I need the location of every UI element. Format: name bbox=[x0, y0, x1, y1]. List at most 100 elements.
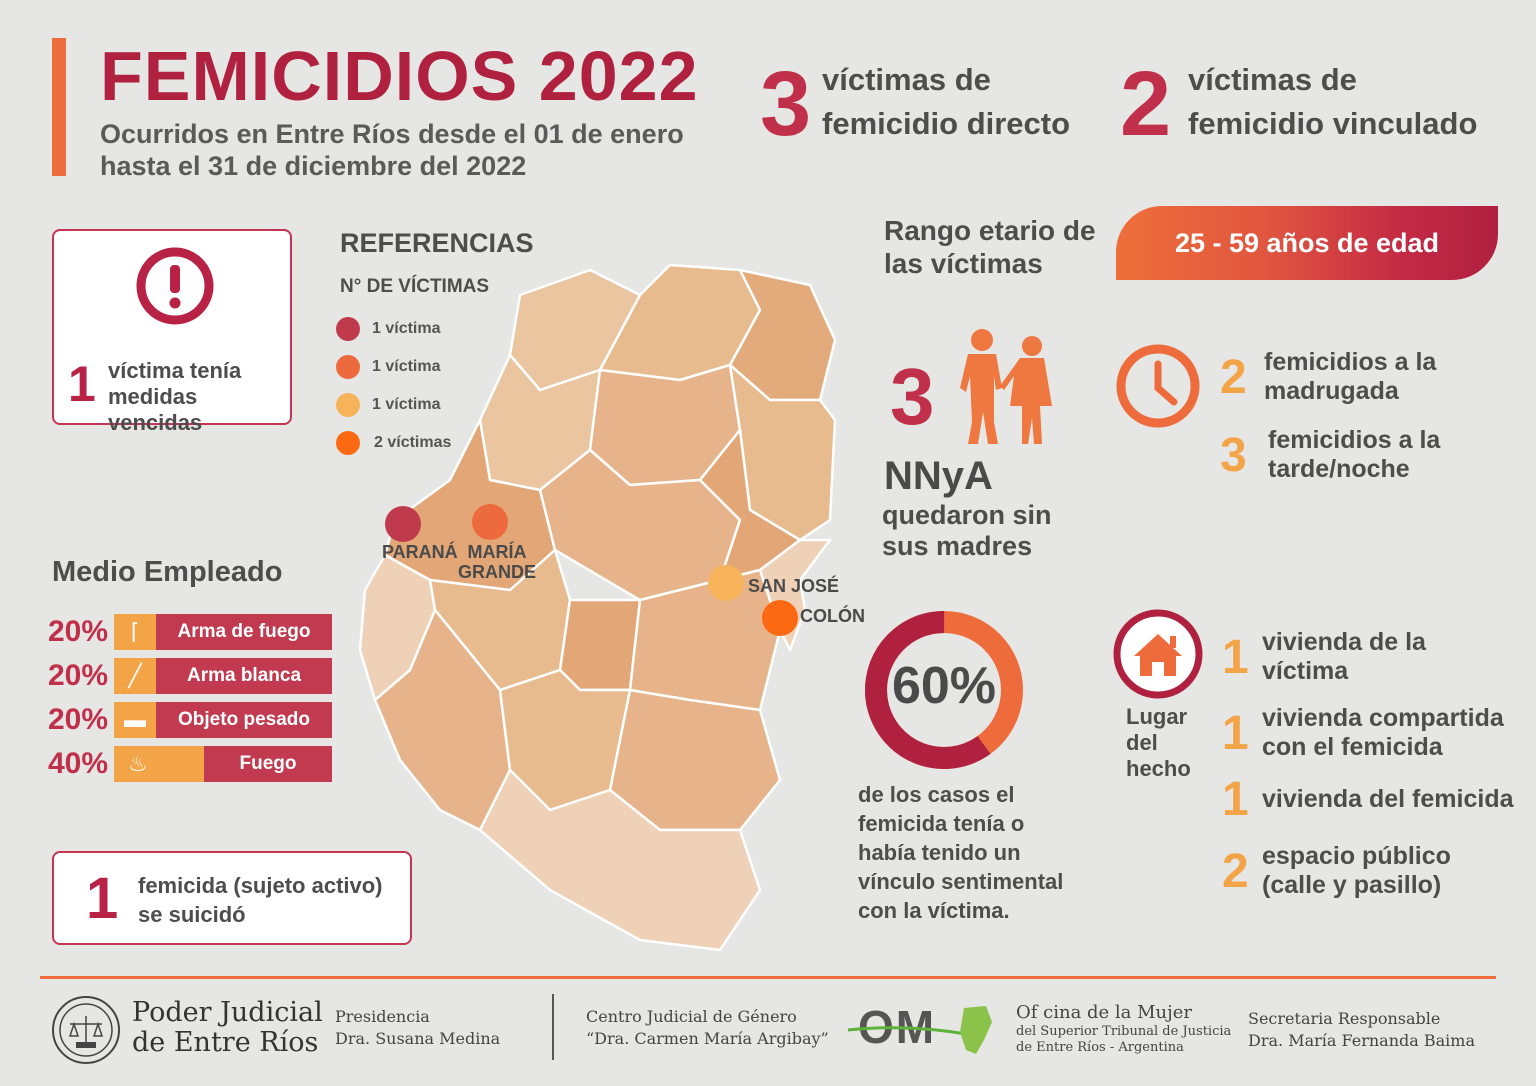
clock-icon bbox=[1116, 344, 1200, 428]
reference-item: 1 víctima bbox=[336, 348, 451, 386]
footer-office-line-3: de Entre Ríos - Argentina bbox=[1016, 1040, 1184, 1055]
medio-title: Medio Empleado bbox=[52, 556, 283, 588]
footer-sec-line-2: Dra. María Fernanda Baima bbox=[1248, 1031, 1475, 1050]
suicide-box: 1 femicida (sujeto activo) se suicidó bbox=[52, 851, 412, 945]
place-item-espacio-publico: 2 espacio público (calle y pasillo) bbox=[1222, 842, 1451, 900]
city-label-san-jose: SAN JOSÉ bbox=[748, 576, 840, 596]
suicide-text: femicida (sujeto activo) se suicidó bbox=[138, 871, 383, 929]
age-range-badge: 25 - 59 años de edad bbox=[1116, 206, 1498, 280]
children-text: quedaron sin sus madres bbox=[882, 500, 1052, 562]
medio-bar: ⌈ Arma de fuego bbox=[114, 614, 332, 650]
place-line-1: vivienda del femicida bbox=[1262, 785, 1514, 813]
place-label-line-3: hecho bbox=[1126, 756, 1191, 781]
relationship-line-3: había tenido un bbox=[858, 840, 1021, 865]
age-label-line-2: las víctimas bbox=[884, 248, 1043, 279]
house-icon bbox=[1113, 609, 1203, 699]
reference-dot bbox=[336, 355, 360, 379]
expired-measures-text: víctima tenía medidas vencidas bbox=[108, 358, 290, 436]
time-item-tarde-noche: 3 femicidios a la tarde/noche bbox=[1220, 426, 1440, 484]
age-label: Rango etario de las víctimas bbox=[884, 214, 1096, 280]
bone-icon: ▬ bbox=[114, 702, 156, 738]
medio-item-arma-de-fuego: 20% ⌈ Arma de fuego bbox=[48, 610, 332, 654]
knife-icon: ╱ bbox=[114, 658, 156, 694]
relationship-line-1: de los casos el bbox=[858, 782, 1015, 807]
place-text: vivienda compartida con el femicida bbox=[1262, 704, 1504, 762]
place-item-vivienda-femicida: 1 vivienda del femicida bbox=[1222, 772, 1514, 827]
footer-divider bbox=[40, 976, 1496, 979]
expired-measures-number: 1 bbox=[68, 356, 96, 412]
city-label-parana: PARANÁ bbox=[382, 542, 458, 562]
footer-org-line-1: Poder Judicial bbox=[132, 997, 323, 1028]
footer-separator bbox=[552, 994, 554, 1060]
om-logo-icon bbox=[847, 1006, 992, 1054]
footer-pres-line-1: Presidencia bbox=[335, 1007, 430, 1026]
page-title: FEMICIDIOS 2022 bbox=[100, 37, 699, 115]
medio-label: Fuego bbox=[239, 753, 297, 774]
subtitle-line-2: hasta el 31 de diciembre del 2022 bbox=[100, 151, 527, 181]
footer-office-line-1: Of cina de la Mujer bbox=[1016, 1002, 1192, 1023]
direct-victims-line-1: víctimas de bbox=[822, 62, 991, 97]
linked-victims-number: 2 bbox=[1120, 53, 1172, 155]
time-text: femicidios a la madrugada bbox=[1264, 348, 1436, 406]
medio-bar: ╱ Arma blanca bbox=[114, 658, 332, 694]
place-line-2: con el femicida bbox=[1262, 733, 1443, 761]
footer-org-name: Poder Judicial de Entre Ríos bbox=[132, 998, 323, 1058]
medio-bar: ▬ Objeto pesado bbox=[114, 702, 332, 738]
time-line-2: madrugada bbox=[1264, 377, 1399, 405]
reference-dot bbox=[336, 317, 360, 341]
map-dot-san-jose bbox=[708, 565, 744, 601]
relationship-line-4: vínculo sentimental bbox=[858, 869, 1064, 894]
place-line-1: espacio público bbox=[1262, 842, 1451, 870]
reference-item: 2 víctimas bbox=[336, 424, 451, 462]
time-number: 3 bbox=[1220, 428, 1247, 482]
time-item-madrugada: 2 femicidios a la madrugada bbox=[1220, 348, 1436, 406]
subtitle-line-1: Ocurridos en Entre Ríos desde el 01 de e… bbox=[100, 119, 684, 149]
medio-label: Objeto pesado bbox=[178, 709, 310, 730]
place-item-vivienda-compartida: 1 vivienda compartida con el femicida bbox=[1222, 704, 1504, 762]
place-line-1: vivienda compartida bbox=[1262, 704, 1504, 732]
relationship-line-5: con la víctima. bbox=[858, 898, 1010, 923]
city-label-maria-grande-line-1: MARÍA bbox=[467, 542, 527, 562]
city-label-maria-grande: MARÍA GRANDE bbox=[458, 542, 536, 582]
page-subtitle: Ocurridos en Entre Ríos desde el 01 de e… bbox=[100, 118, 720, 182]
place-line-1: vivienda de la bbox=[1262, 628, 1426, 656]
relationship-percent: 60% bbox=[891, 657, 997, 715]
reference-dot bbox=[336, 431, 360, 455]
reference-item: 1 víctima bbox=[336, 386, 451, 424]
expired-measures-line-2: medidas vencidas bbox=[108, 384, 203, 435]
linked-victims-text: víctimas de femicidio vinculado bbox=[1188, 58, 1477, 146]
place-line-2: víctima bbox=[1262, 657, 1349, 685]
footer-center-line-2: “Dra. Carmen María Argibay” bbox=[586, 1029, 829, 1048]
title-accent-bar bbox=[52, 38, 66, 176]
expired-measures-line-1: víctima tenía bbox=[108, 358, 242, 383]
relationship-line-2: femicida tenía o bbox=[858, 811, 1025, 836]
map-department-tala bbox=[558, 598, 642, 692]
reference-label: 1 víctima bbox=[372, 396, 441, 413]
reference-item: 1 víctima bbox=[336, 310, 451, 348]
reference-dot bbox=[336, 393, 360, 417]
linked-victims-line-1: víctimas de bbox=[1188, 62, 1357, 97]
alert-icon bbox=[136, 247, 214, 325]
medio-pct: 20% bbox=[48, 703, 109, 736]
place-number: 2 bbox=[1222, 844, 1249, 898]
children-line-1: quedaron sin bbox=[882, 500, 1052, 530]
footer-center: Centro Judicial de Género “Dra. Carmen M… bbox=[586, 1006, 829, 1050]
place-label-line-2: del bbox=[1126, 730, 1158, 755]
time-line-2: tarde/noche bbox=[1268, 455, 1410, 483]
time-number: 2 bbox=[1220, 350, 1247, 404]
medio-label: Arma blanca bbox=[186, 665, 302, 686]
children-line-2: sus madres bbox=[882, 531, 1033, 561]
time-line-1: femicidios a la bbox=[1268, 426, 1441, 454]
reference-label: 1 víctima bbox=[372, 358, 441, 375]
time-text: femicidios a la tarde/noche bbox=[1268, 426, 1440, 484]
place-text: vivienda de la víctima bbox=[1262, 628, 1426, 686]
city-label-maria-grande-line-2: GRANDE bbox=[458, 562, 537, 582]
footer-office-line-2: del Superior Tribunal de Justicia bbox=[1016, 1024, 1232, 1039]
footer-presidencia: Presidencia Dra. Susana Medina bbox=[335, 1006, 500, 1050]
donut-value-arc bbox=[865, 611, 1023, 769]
suicide-line-2: se suicidó bbox=[138, 902, 246, 927]
fire-icon: ♨ bbox=[114, 746, 204, 782]
relationship-text: de los casos el femicida tenía o había t… bbox=[858, 780, 1063, 925]
expired-measures-box: 1 víctima tenía medidas vencidas bbox=[52, 229, 292, 435]
time-line-1: femicidios a la bbox=[1264, 348, 1437, 376]
